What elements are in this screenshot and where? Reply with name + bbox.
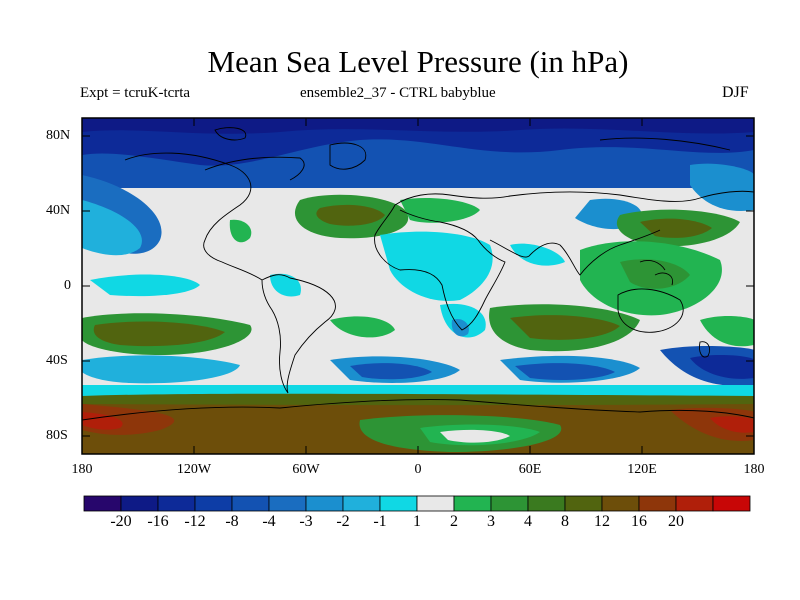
colorbar-swatch — [416, 495, 455, 512]
colorbar-label: -12 — [184, 513, 206, 530]
colorbar-label: -2 — [336, 513, 350, 530]
colorbar-label: 3 — [487, 513, 495, 530]
lon-label-60w: 60W — [292, 462, 320, 477]
colorbar-swatch — [453, 495, 492, 512]
colorbar-swatch — [83, 495, 122, 512]
lat-label-40n: 40N — [46, 203, 71, 218]
lon-label-120w: 120W — [176, 462, 212, 477]
colorbar-label: 2 — [450, 513, 458, 530]
colorbar-label: -4 — [262, 513, 276, 530]
coastlines — [82, 127, 754, 421]
colorbar-label: 20 — [668, 513, 684, 530]
axis-ticks — [82, 118, 754, 454]
colorbar-label: -8 — [225, 513, 239, 530]
colorbar-swatch — [231, 495, 270, 512]
lon-label-120e: 120E — [627, 462, 657, 477]
colorbar-swatch — [564, 495, 603, 512]
colorbar-label: 12 — [594, 513, 610, 530]
colorbar-swatch — [379, 495, 418, 512]
colorbar-swatch — [601, 495, 640, 512]
colorbar-swatch — [712, 495, 751, 512]
experiment-label: Expt = tcruK-tcrta — [80, 85, 191, 101]
colorbar-label: 1 — [413, 513, 421, 530]
lon-label-180e: 180 — [743, 462, 765, 477]
colorbar — [83, 495, 751, 512]
plot-title: Mean Sea Level Pressure (in hPa) — [207, 44, 629, 79]
colorbar-swatch — [490, 495, 529, 512]
lat-label-0: 0 — [64, 278, 71, 293]
colorbar-swatch — [527, 495, 566, 512]
colorbar-swatch — [638, 495, 677, 512]
lon-label-180w: 180 — [71, 462, 93, 477]
colorbar-swatch — [194, 495, 233, 512]
lat-label-80s: 80S — [46, 428, 68, 443]
colorbar-swatch — [342, 495, 381, 512]
colorbar-label: -3 — [299, 513, 313, 530]
colorbar-swatch — [305, 495, 344, 512]
season-label: DJF — [722, 84, 749, 101]
colorbar-label: 4 — [524, 513, 532, 530]
lat-label-40s: 40S — [46, 353, 68, 368]
colorbar-label: -20 — [110, 513, 132, 530]
lat-label-80n: 80N — [46, 128, 71, 143]
colorbar-swatch — [157, 495, 196, 512]
colorbar-label: -16 — [147, 513, 169, 530]
ensemble-label: ensemble2_37 - CTRL babyblue — [300, 85, 496, 101]
lon-label-0: 0 — [414, 462, 422, 477]
colorbar-label: 16 — [631, 513, 647, 530]
colorbar-label: -1 — [373, 513, 387, 530]
map-field — [82, 118, 754, 454]
lon-label-60e: 60E — [518, 462, 542, 477]
colorbar-label: 8 — [561, 513, 569, 530]
colorbar-swatch — [268, 495, 307, 512]
colorbar-swatch — [675, 495, 714, 512]
colorbar-swatch — [120, 495, 159, 512]
